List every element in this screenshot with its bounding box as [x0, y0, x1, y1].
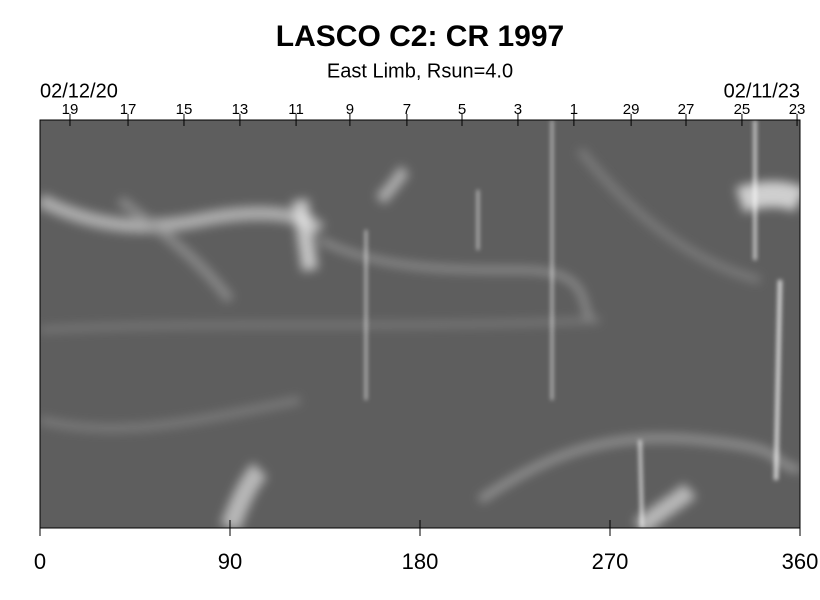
x2-tick-label: 17 [120, 101, 137, 118]
x2-tick-label: 13 [232, 101, 249, 118]
x-tick-label: 180 [402, 549, 439, 574]
start-date: 02/12/20 [40, 80, 118, 102]
x2-tick-label: 15 [176, 101, 193, 118]
x-tick-label: 90 [218, 549, 242, 574]
chart-title: LASCO C2: CR 1997 [276, 20, 564, 53]
x2-tick-label: 7 [403, 101, 411, 118]
x-tick-label: 270 [592, 549, 629, 574]
x2-tick-label: 3 [514, 101, 522, 118]
x2-tick-label: 29 [623, 101, 640, 118]
x2-tick-label: 1 [570, 101, 578, 118]
x-tick-label: 0 [34, 549, 46, 574]
x2-tick-label: 11 [288, 101, 304, 118]
x2-tick-label: 27 [678, 101, 695, 118]
x2-tick-label: 5 [458, 101, 466, 118]
chart-subtitle: East Limb, Rsun=4.0 [327, 60, 513, 82]
x2-tick-label: 19 [62, 101, 79, 118]
x2-tick-label: 9 [346, 101, 354, 118]
x2-tick-label: 25 [734, 101, 751, 118]
x-tick-label: 360 [782, 549, 819, 574]
x2-tick-label: 23 [789, 101, 806, 118]
synoptic-map [40, 120, 800, 528]
end-date: 02/11/23 [724, 80, 800, 102]
